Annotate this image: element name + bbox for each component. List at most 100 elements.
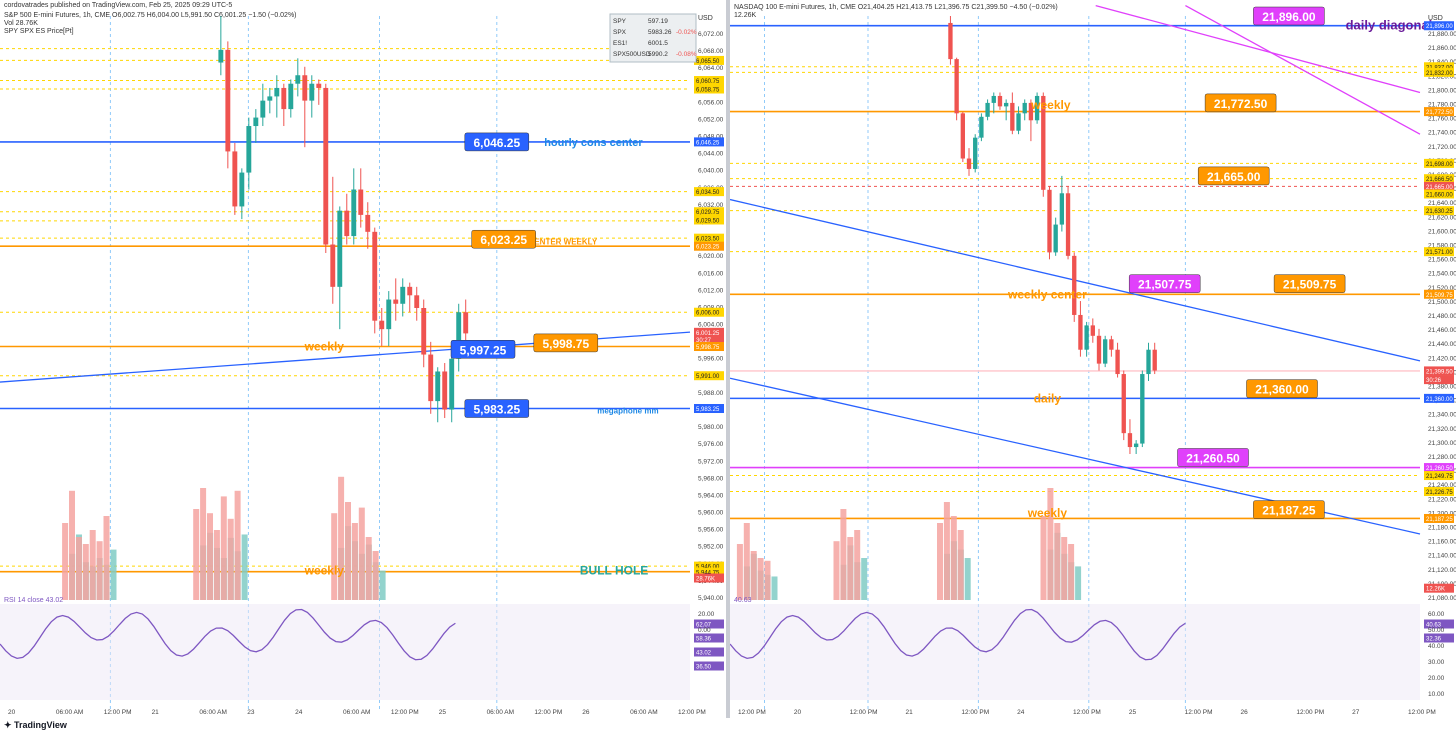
volume-bar: [234, 490, 241, 600]
candle-body: [365, 214, 371, 232]
rsi-tag: [694, 647, 724, 657]
price-tag-text: 6,046.25: [696, 140, 720, 146]
price-callout-text: 5,998.75: [542, 337, 589, 351]
watchlist-symbol: SPX500USD: [613, 51, 651, 58]
volume-bar: [372, 551, 379, 600]
candle-body: [991, 95, 996, 103]
time-axis-label: 21: [906, 709, 914, 716]
right-chart-panel[interactable]: NASDAQ 100 E-mini Futures, 1h, CME O21,4…: [729, 0, 1456, 734]
price-axis-label: 21,620.00: [1428, 214, 1456, 221]
candle-body: [232, 151, 238, 207]
price-tag: [694, 137, 724, 147]
watchlist-price: 6001.5: [648, 40, 668, 47]
candle-body: [281, 87, 287, 110]
panel-divider[interactable]: [726, 0, 730, 734]
candle-body: [1078, 314, 1083, 350]
volume-bar: [1040, 516, 1047, 600]
annotation-label: weekly: [304, 340, 345, 354]
watchlist-symbol: ES1!: [613, 40, 627, 47]
candle-body: [225, 49, 231, 152]
price-tag-text: 21,399.50: [1426, 369, 1453, 375]
price-callout-text: 21,772.50: [1214, 97, 1268, 111]
price-axis-label: 6,040.00: [698, 168, 724, 175]
rsi-tag: [694, 661, 724, 671]
price-tag-text: 21,660.00: [1426, 192, 1453, 198]
price-tag-text: 6,060.75: [696, 79, 720, 85]
volume-bar: [833, 541, 840, 600]
volume-bar: [736, 544, 743, 600]
price-callout-text: 21,509.75: [1283, 278, 1337, 292]
volume-bar: [937, 523, 943, 600]
price-callout-box: [1197, 166, 1270, 186]
candle-body: [239, 172, 245, 207]
watchlist-price: 5990.2: [648, 51, 668, 58]
candle-body: [267, 96, 273, 101]
volume-bar: [950, 516, 957, 600]
rsi-tag-text: 32.36: [1426, 637, 1442, 643]
price-axis-label: 21,120.00: [1428, 567, 1456, 574]
volume-bar: [757, 558, 764, 600]
volume-bar: [96, 541, 103, 600]
price-callout-box: [1273, 274, 1346, 293]
candle-body: [274, 87, 280, 97]
price-tag-text: 6,023.25: [696, 245, 720, 251]
price-tag: [1424, 21, 1454, 31]
candle-body: [960, 113, 965, 159]
price-tag-text: 21,698.00: [1426, 162, 1453, 168]
price-tag-text: 6,006.00: [696, 311, 720, 317]
annotation-label: BULL HOLE: [580, 563, 648, 577]
volume-bar: [89, 530, 96, 600]
rsi-tag: [694, 619, 724, 629]
price-axis-label: 21,220.00: [1428, 496, 1456, 503]
price-axis-label: 6,072.00: [698, 31, 724, 38]
price-tag-text: 6,029.75: [696, 210, 720, 216]
price-callout-text: 5,997.25: [460, 343, 507, 357]
price-callout-box: [1253, 500, 1325, 519]
volume-bar: [957, 530, 964, 600]
candle-body: [1065, 193, 1071, 256]
price-axis-label: 5,940.00: [698, 595, 724, 602]
time-axis-label: 12:00 PM: [1296, 709, 1324, 716]
price-tag-text: 5,991.00: [696, 374, 720, 380]
rsi-line: [0, 608, 456, 661]
time-axis-label: 12:00 PM: [391, 709, 419, 716]
price-tag: [1424, 107, 1454, 117]
price-tag: [1424, 181, 1454, 191]
volume-bar: [943, 502, 950, 600]
price-tag-text: 21,665.00: [1426, 185, 1453, 191]
candle-body: [1022, 102, 1027, 114]
price-axis-label: 21,340.00: [1428, 412, 1456, 419]
price-tag-text: 28.76K: [696, 576, 715, 582]
sp500-chart-svg[interactable]: cordovatrades published on TradingView.c…: [0, 0, 726, 718]
left-chart-panel[interactable]: cordovatrades published on TradingView.c…: [0, 0, 726, 734]
price-tag-text: 6,023.50: [696, 237, 720, 243]
price-tag: [1424, 513, 1454, 523]
annotation-label: weekly: [304, 563, 345, 577]
price-callout-box: [1204, 93, 1277, 113]
nasdaq-chart-svg[interactable]: NASDAQ 100 E-mini Futures, 1h, CME O21,4…: [729, 0, 1456, 718]
volume-bar: [110, 549, 117, 600]
candle-body: [985, 102, 990, 117]
candle-body: [435, 371, 441, 402]
volume-bar: [861, 558, 868, 600]
price-tag-text: 21,260.50: [1426, 466, 1453, 472]
rsi-pane-bg: [730, 604, 1420, 700]
price-callout-text: 21,260.50: [1186, 451, 1240, 465]
price-axis-label: 21,420.00: [1428, 355, 1456, 362]
candle-body: [1090, 325, 1095, 336]
candle-body: [393, 299, 399, 304]
price-tag-text: 30:26: [1426, 378, 1442, 384]
candle-body: [337, 210, 343, 287]
volume-bar: [331, 513, 338, 600]
time-axis-label: 12:00 PM: [534, 709, 562, 716]
price-callout-box: [471, 229, 536, 249]
price-axis-label: 21,300.00: [1428, 440, 1456, 447]
candle-body: [1152, 349, 1157, 371]
price-axis-label: 6,056.00: [698, 99, 724, 106]
price-callout-text: 21,896.00: [1262, 10, 1316, 24]
price-axis-label: 21,760.00: [1428, 116, 1456, 123]
price-tag: [694, 76, 724, 86]
price-tag: [694, 567, 724, 577]
price-tag: [694, 84, 724, 94]
candle-body: [1103, 339, 1108, 364]
